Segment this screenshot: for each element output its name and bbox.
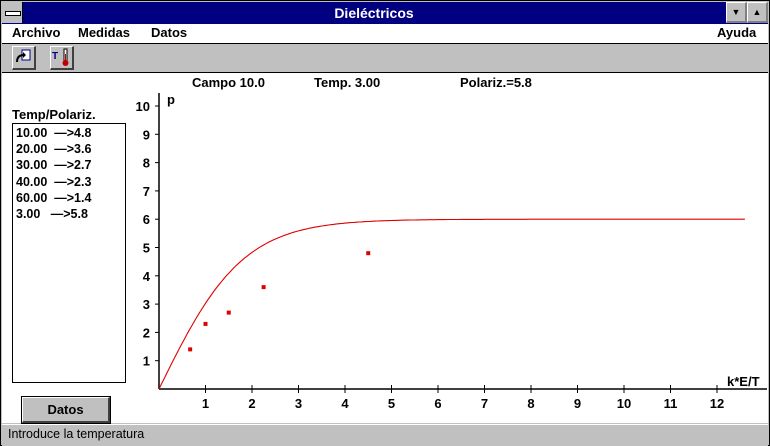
- fit-curve: [158, 218, 745, 390]
- menu-medidas[interactable]: Medidas: [78, 25, 130, 40]
- menu-ayuda-label: Ayuda: [717, 25, 757, 40]
- system-menu-button[interactable]: [2, 2, 23, 23]
- y-tick-label: 1: [143, 354, 150, 369]
- maximize-button[interactable]: ▲: [747, 2, 768, 23]
- x-tick-label: 12: [710, 396, 724, 411]
- window-title: Dieléctricos: [334, 5, 414, 21]
- data-point: [188, 347, 193, 352]
- temperature-tool-button[interactable]: T: [50, 46, 74, 70]
- temp-polariz-label: Temp/Polariz.: [12, 107, 96, 122]
- x-tick-label: 4: [341, 396, 349, 411]
- menu-archivo-label: Archivo: [12, 25, 61, 40]
- x-tick-label: 8: [527, 396, 534, 411]
- menu-medidas-label: Medidas: [78, 25, 131, 40]
- x-tick-label: 3: [295, 396, 302, 411]
- y-tick-label: 5: [143, 241, 150, 256]
- list-item[interactable]: 60.00 —>1.4: [16, 190, 92, 205]
- x-tick-label: 11: [664, 396, 678, 411]
- x-tick-label: 7: [481, 396, 488, 411]
- data-point: [366, 251, 371, 256]
- minimize-icon: ▼: [731, 7, 741, 17]
- list-item[interactable]: 30.00 —>2.7: [16, 158, 92, 173]
- menu-archivo[interactable]: Archivo: [12, 25, 60, 40]
- y-tick-label: 7: [143, 184, 150, 199]
- y-tick-label: 6: [143, 212, 150, 227]
- y-tick-label: 8: [143, 156, 150, 171]
- data-point: [203, 321, 208, 326]
- y-tick-label: 3: [143, 297, 150, 312]
- title-bar[interactable]: Dieléctricos ▼ ▲: [2, 2, 768, 25]
- y-tick-label: 4: [143, 269, 151, 284]
- data-point: [226, 310, 231, 315]
- x-tick-label: 2: [248, 396, 255, 411]
- measurements-list[interactable]: 10.00 —>4.8 20.00 —>3.6 30.00 —>2.7 40.0…: [12, 123, 126, 383]
- new-document-icon: [16, 49, 31, 63]
- menu-datos-label: Datos: [151, 25, 188, 40]
- list-item[interactable]: 40.00 —>2.3: [16, 174, 92, 189]
- x-tick-label: 5: [388, 396, 395, 411]
- maximize-icon: ▲: [752, 7, 762, 17]
- temperature-readout: Temp. 3.00: [314, 75, 381, 90]
- x-tick-label: 6: [434, 396, 441, 411]
- y-tick-label: 10: [136, 99, 150, 114]
- x-tick-label: 1: [202, 396, 209, 411]
- thermometer-icon: T: [52, 48, 69, 66]
- menu-ayuda[interactable]: Ayuda: [717, 25, 756, 40]
- status-bar-text: Introduce la temperatura: [8, 427, 145, 441]
- minimize-button[interactable]: ▼: [726, 2, 747, 23]
- menu-bar: Archivo Medidas Datos Ayuda: [2, 24, 768, 44]
- menu-datos[interactable]: Datos: [151, 25, 187, 40]
- new-document-tool-button[interactable]: [12, 46, 36, 70]
- list-item[interactable]: 3.00 —>5.8: [16, 207, 88, 222]
- y-tick-label: 9: [143, 127, 150, 142]
- y-tick-label: 2: [143, 325, 150, 340]
- x-tick-label: 9: [574, 396, 581, 411]
- svg-text:T: T: [52, 51, 58, 62]
- datos-button[interactable]: Datos: [21, 396, 111, 424]
- campo-readout: Campo 10.0: [192, 75, 265, 90]
- list-item[interactable]: 20.00 —>3.6: [16, 142, 92, 157]
- system-menu-icon: [5, 11, 21, 16]
- main-area: Campo 10.0 Temp. 3.00 Polariz.=5.8 Temp/…: [2, 73, 768, 424]
- x-tick-label: 10: [617, 396, 631, 411]
- data-point: [261, 285, 266, 290]
- list-item[interactable]: 10.00 —>4.8: [16, 126, 92, 140]
- toolbar: T: [2, 44, 768, 73]
- y-axis-label: p: [167, 92, 175, 107]
- x-axis-label: k*E/T: [727, 374, 760, 389]
- polarization-readout: Polariz.=5.8: [460, 75, 532, 90]
- status-bar: Introduce la temperatura: [2, 424, 768, 446]
